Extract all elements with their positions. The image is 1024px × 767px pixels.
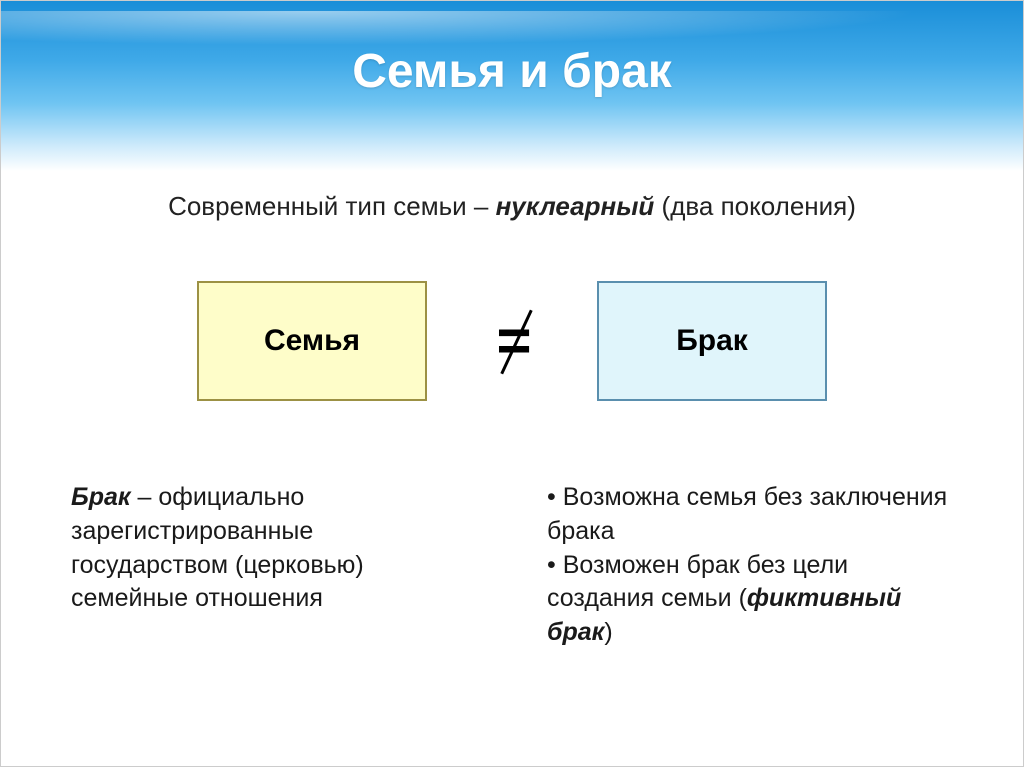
definition-marriage: Брак – официально зарегистрированные гос…	[71, 481, 477, 650]
slide-title: Семья и брак	[352, 44, 672, 99]
bullet-2: • Возможен брак без цели создания семьи …	[547, 549, 953, 650]
subtitle-suffix: (два поколения)	[654, 191, 856, 221]
concept-boxes-row: Семья = Брак	[1, 281, 1023, 401]
slide: Семья и брак Современный тип семьи – нук…	[0, 0, 1024, 767]
box-marriage-label: Брак	[676, 324, 748, 358]
definition-lead: Брак	[71, 483, 131, 511]
definition-bullets: • Возможна семья без заключения брака • …	[547, 481, 953, 650]
slide-header: Семья и брак	[1, 1, 1023, 171]
box-marriage: Брак	[597, 281, 827, 401]
subtitle-emphasis: нуклеарный	[496, 191, 655, 221]
slide-content: Современный тип семьи – нуклеарный (два …	[1, 171, 1023, 766]
subtitle-prefix: Современный тип семьи –	[168, 191, 496, 221]
box-family: Семья	[197, 281, 427, 401]
bullet-1: • Возможна семья без заключения брака	[547, 481, 953, 549]
equals-glyph: =	[496, 311, 527, 371]
subtitle: Современный тип семьи – нуклеарный (два …	[1, 191, 1023, 222]
box-family-label: Семья	[264, 324, 360, 358]
not-equal-icon: =	[467, 301, 557, 381]
definitions-row: Брак – официально зарегистрированные гос…	[71, 481, 953, 650]
bullet-2-suffix: )	[604, 618, 612, 646]
